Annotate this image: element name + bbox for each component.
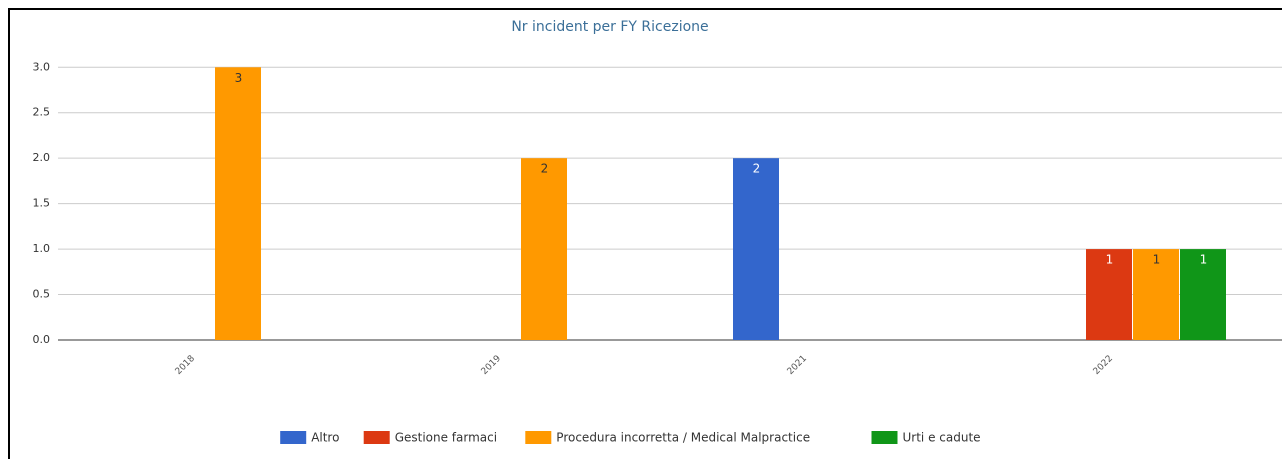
- data-label: 2: [541, 162, 549, 176]
- x-tick-label: 2018: [174, 354, 197, 377]
- y-tick-label: 3.0: [33, 60, 51, 73]
- y-tick-label: 1.0: [33, 242, 51, 255]
- bar: [733, 158, 779, 340]
- legend-label: Altro: [311, 431, 339, 445]
- legend-label: Gestione farmaci: [395, 431, 497, 445]
- legend-swatch: [871, 431, 898, 444]
- frame: [8, 8, 1282, 459]
- bar: [1086, 249, 1132, 340]
- x-tick-label: 2022: [1092, 354, 1115, 377]
- y-tick-label: 1.5: [33, 197, 51, 210]
- x-tick-label: 2021: [786, 354, 809, 377]
- legend-swatch: [525, 431, 552, 444]
- legend-label: Procedura incorretta / Medical Malpracti…: [556, 431, 810, 445]
- bar: [1180, 249, 1226, 340]
- data-label: 3: [235, 71, 243, 85]
- legend-swatch: [363, 431, 390, 444]
- bar: [215, 67, 261, 340]
- bar: [1133, 249, 1179, 340]
- y-tick-label: 2.0: [33, 151, 51, 164]
- data-label: 2: [753, 162, 761, 176]
- legend-swatch: [280, 431, 307, 444]
- chart-title: Nr incident per FY Ricezione: [511, 19, 708, 35]
- data-label: 1: [1106, 253, 1114, 267]
- y-tick-label: 0.5: [33, 288, 51, 301]
- data-label: 1: [1153, 253, 1161, 267]
- x-tick-label: 2019: [480, 354, 503, 377]
- y-tick-label: 0.0: [33, 333, 51, 346]
- legend-label: Urti e cadute: [903, 431, 981, 445]
- bar: [521, 158, 567, 340]
- data-label: 1: [1200, 253, 1208, 267]
- y-tick-label: 2.5: [33, 106, 51, 119]
